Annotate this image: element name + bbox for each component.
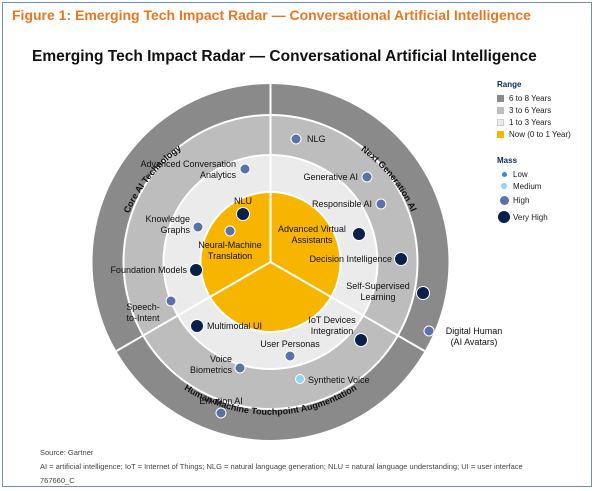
label-iot-line1: IoT Devices bbox=[308, 315, 356, 325]
legend-mass-medium: Medium bbox=[497, 180, 571, 192]
chart-title: Emerging Tech Impact Radar — Conversatio… bbox=[32, 48, 537, 65]
marker-foundation-models bbox=[189, 263, 203, 277]
label-sti-line2: to-Intent bbox=[126, 313, 160, 323]
label-ava-line2: Assistants bbox=[291, 235, 333, 245]
legend-label: Low bbox=[513, 169, 528, 179]
legend-dot bbox=[499, 195, 509, 205]
marker-digital-human bbox=[423, 325, 435, 337]
marker-synthetic-voice bbox=[295, 374, 305, 384]
legend-swatch bbox=[497, 118, 504, 126]
legend-dot bbox=[498, 211, 510, 223]
legend-swatch bbox=[497, 106, 504, 114]
label-user-personas: User Personas bbox=[260, 339, 320, 349]
marker-multimodal-ui bbox=[190, 319, 204, 333]
label-dh-line1: Digital Human bbox=[446, 326, 503, 336]
marker-advanced-conversation-analytics bbox=[239, 163, 251, 175]
label-aca-line1: Advanced Conversation bbox=[140, 159, 236, 169]
label-nmt-line1: Neural-Machine bbox=[198, 240, 262, 250]
legend-mass-high: High bbox=[497, 192, 571, 208]
marker-generative-ai bbox=[361, 171, 373, 183]
label-dh-line2: (AI Avatars) bbox=[451, 337, 498, 347]
marker-user-personas bbox=[284, 350, 296, 362]
label-vb-line1: Voice bbox=[210, 354, 232, 364]
marker-nlu bbox=[236, 207, 250, 221]
legend-mass-very-high: Very High bbox=[497, 208, 571, 226]
legend-mass-low: Low bbox=[497, 168, 571, 180]
markers bbox=[165, 133, 435, 419]
legend-range-1-3: 1 to 3 Years bbox=[497, 116, 571, 128]
label-responsible-ai: Responsible AI bbox=[312, 199, 372, 209]
legend-label: 3 to 6 Years bbox=[509, 105, 552, 115]
figure-title: Figure 1: Emerging Tech Impact Radar — C… bbox=[12, 7, 531, 23]
label-iot-line2: Integration bbox=[311, 326, 354, 336]
legend-mass-header: Mass bbox=[497, 156, 518, 165]
label-decision-intelligence: Decision Intelligence bbox=[309, 254, 392, 264]
figure-frame bbox=[2, 2, 592, 487]
label-ssl-line2: Learning bbox=[360, 292, 395, 302]
marker-responsible-ai bbox=[375, 198, 387, 210]
legend-range-header: Range bbox=[497, 80, 522, 89]
legend-label: Now (0 to 1 Year) bbox=[509, 129, 571, 139]
legend-label: 6 to 8 Years bbox=[509, 93, 552, 103]
marker-speech-to-intent bbox=[165, 295, 177, 307]
marker-iot-devices-integration bbox=[354, 333, 368, 347]
label-kg-line2: Graphs bbox=[160, 225, 190, 235]
footer-abbreviations: AI = artificial intelligence; IoT = Inte… bbox=[40, 462, 523, 471]
label-kg-line1: Knowledge bbox=[145, 214, 190, 224]
segment-dividers bbox=[115, 84, 426, 352]
marker-nlg bbox=[290, 133, 302, 145]
footer-source: Source: Gartner bbox=[40, 448, 94, 457]
label-generative-ai: Generative AI bbox=[303, 172, 358, 182]
label-aca-line2: Analytics bbox=[200, 170, 237, 180]
item-labels: NLG Advanced Conversation Analytics Gene… bbox=[110, 134, 502, 406]
marker-knowledge-graphs bbox=[192, 221, 204, 233]
legend-range-3-6: 3 to 6 Years bbox=[497, 104, 571, 116]
legend: Range 6 to 8 Years 3 to 6 Years 1 to 3 Y… bbox=[497, 80, 571, 226]
legend-dot bbox=[501, 183, 507, 189]
label-ava-line1: Advanced Virtual bbox=[278, 224, 346, 234]
label-ssl-line1: Self-Supervised bbox=[346, 281, 410, 291]
marker-advanced-virtual-assistants bbox=[352, 227, 366, 241]
label-nmt-line2: Translation bbox=[208, 251, 252, 261]
label-vb-line2: Biometrics bbox=[190, 365, 233, 375]
label-nlu: NLU bbox=[234, 196, 252, 206]
label-multimodal-ui: Multimodal UI bbox=[207, 321, 262, 331]
label-emotion-ai: Emotion AI bbox=[199, 396, 243, 406]
legend-label: 1 to 3 Years bbox=[509, 117, 552, 127]
label-sti-line1: Speech- bbox=[126, 302, 160, 312]
label-synthetic-voice: Synthetic Voice bbox=[308, 375, 370, 385]
legend-label: Medium bbox=[513, 181, 542, 191]
marker-neural-machine-translation bbox=[224, 225, 236, 237]
legend-label: Very High bbox=[513, 212, 548, 222]
footer-id: 767660_C bbox=[40, 476, 75, 485]
marker-voice-biometrics bbox=[234, 362, 246, 374]
marker-self-supervised-learning bbox=[416, 286, 430, 300]
legend-label: High bbox=[513, 195, 530, 205]
marker-decision-intelligence bbox=[394, 252, 408, 266]
marker-emotion-ai bbox=[215, 407, 227, 419]
label-foundation-models: Foundation Models bbox=[110, 265, 187, 275]
legend-range-6-8: 6 to 8 Years bbox=[497, 92, 571, 104]
label-nlg: NLG bbox=[307, 134, 326, 144]
legend-dot bbox=[501, 171, 507, 177]
legend-swatch bbox=[497, 94, 504, 102]
legend-swatch bbox=[497, 130, 504, 138]
legend-range-now: Now (0 to 1 Year) bbox=[497, 128, 571, 140]
